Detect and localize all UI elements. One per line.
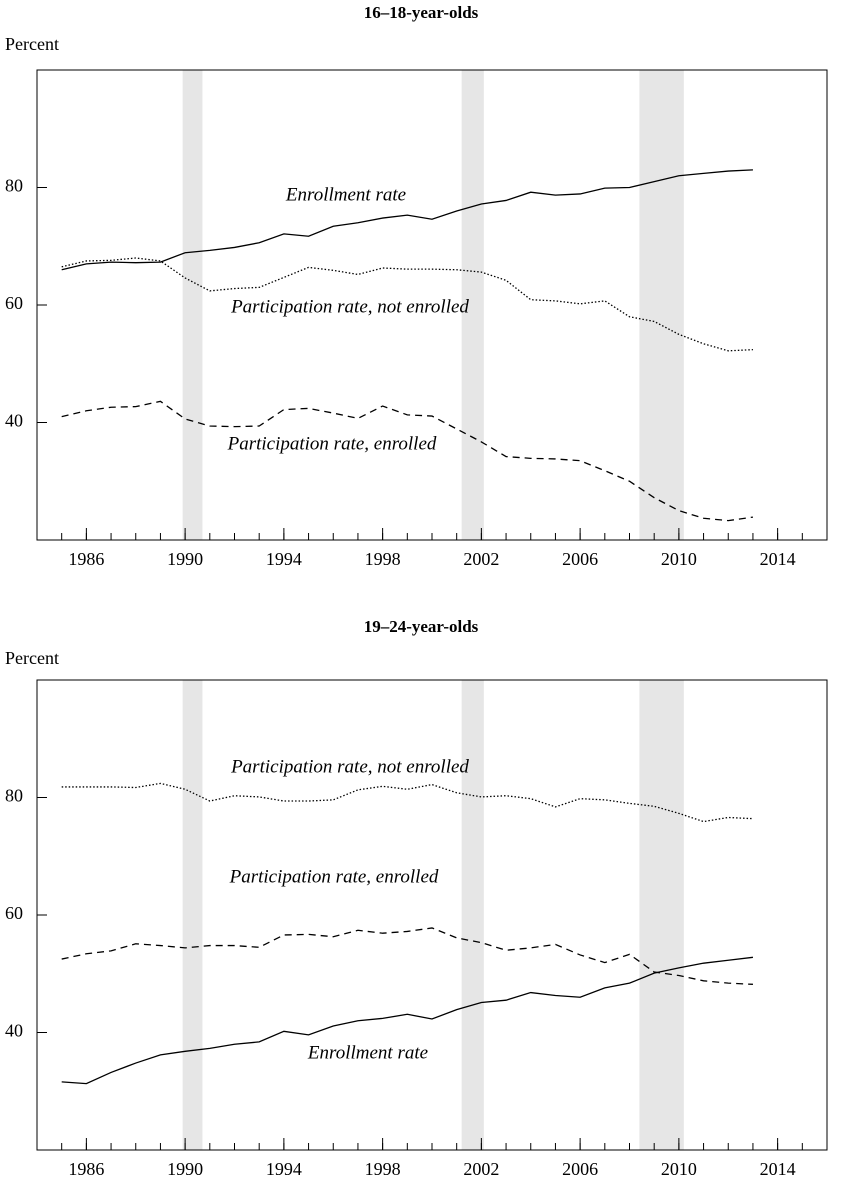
- chart-title: 19–24-year-olds: [364, 617, 479, 636]
- series-line: [61, 400, 754, 522]
- chart-title: 16–18-year-olds: [364, 3, 479, 22]
- x-tick-label: 2006: [562, 1159, 598, 1179]
- x-tick-label: 1990: [167, 1159, 203, 1179]
- recession-shade: [639, 680, 684, 1150]
- x-tick-label: 2010: [661, 549, 697, 569]
- series-line: [61, 782, 753, 823]
- x-tick-label: 2014: [760, 1159, 796, 1179]
- series-label: Enrollment rate: [285, 184, 406, 205]
- y-tick-label: 80: [5, 786, 23, 806]
- x-tick-label: 2010: [661, 1159, 697, 1179]
- y-tick-label: 80: [5, 176, 23, 196]
- recession-shade: [639, 70, 684, 540]
- x-tick-label: 2014: [760, 549, 796, 569]
- x-tick-label: 1986: [68, 549, 104, 569]
- x-tick-label: 1998: [365, 1159, 401, 1179]
- y-tick-label: 60: [5, 293, 23, 313]
- series-label: Participation rate, not enrolled: [230, 756, 469, 777]
- series-line: [61, 956, 754, 1085]
- recession-shade: [461, 680, 484, 1150]
- series-label: Participation rate, not enrolled: [230, 296, 469, 317]
- x-tick-label: 1998: [365, 549, 401, 569]
- x-tick-label: 1994: [266, 1159, 302, 1179]
- x-tick-label: 1994: [266, 549, 302, 569]
- series-line: [61, 257, 753, 352]
- x-tick-label: 1986: [68, 1159, 104, 1179]
- x-tick-label: 2002: [463, 549, 499, 569]
- series-label: Participation rate, enrolled: [229, 866, 439, 887]
- x-tick-label: 1990: [167, 549, 203, 569]
- recession-shade: [182, 680, 203, 1150]
- series-line: [61, 169, 753, 271]
- plot-frame: [36, 679, 828, 1151]
- x-tick-label: 2006: [562, 549, 598, 569]
- recession-shade: [461, 70, 484, 540]
- y-axis-label: Percent: [5, 648, 59, 668]
- series-line: [61, 927, 753, 985]
- y-tick-label: 40: [5, 1021, 23, 1041]
- recession-shade: [182, 70, 203, 540]
- series-label: Enrollment rate: [307, 1042, 428, 1063]
- y-axis-label: Percent: [5, 34, 59, 54]
- y-tick-label: 40: [5, 411, 23, 431]
- y-tick-label: 60: [5, 903, 23, 923]
- x-tick-label: 2002: [463, 1159, 499, 1179]
- series-label: Participation rate, enrolled: [227, 433, 437, 454]
